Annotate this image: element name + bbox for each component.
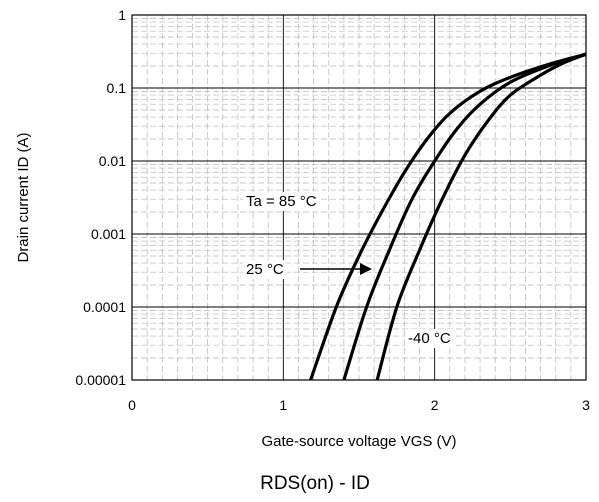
series-line-85c: [309, 52, 587, 381]
plot-area-frame: [131, 14, 587, 381]
annotation-minus40c: -40 °C: [408, 330, 451, 347]
series-line-minus40c: [375, 52, 587, 381]
axis-ticks: 0 1 2 3 0.00001 0.0001 0.001 0.01 0.1 1: [75, 7, 590, 413]
y-tick-label: 0.1: [107, 80, 127, 96]
x-tick-label: 2: [431, 397, 439, 413]
annotation-25c: 25 °C: [246, 261, 284, 278]
y-tick-label: 0.001: [91, 226, 126, 242]
series-line-25c: [342, 52, 587, 381]
x-axis-label: Gate-source voltage VGS (V): [261, 433, 456, 450]
chart-caption: RDS(on) - ID: [260, 473, 370, 494]
x-tick-label: 1: [279, 397, 287, 413]
y-tick-label: 1: [118, 7, 126, 23]
x-tick-label: 3: [582, 397, 590, 413]
annotation-background: [243, 260, 287, 279]
annotation-85c: Ta = 85 °C: [246, 193, 317, 210]
annotation-arrow-head: [360, 263, 372, 275]
x-tick-label: 0: [128, 397, 136, 413]
y-tick-label: 0.00001: [75, 372, 126, 388]
series-lines: [309, 52, 587, 381]
annotations: Ta = 85 °C 25 °C -40 °C: [243, 192, 454, 348]
annotation-background: [243, 192, 320, 211]
y-axis-label: Drain current ID (A): [15, 132, 32, 262]
annotation-background: [405, 329, 454, 348]
y-tick-label: 0.0001: [83, 299, 126, 315]
y-tick-label: 0.01: [99, 153, 126, 169]
